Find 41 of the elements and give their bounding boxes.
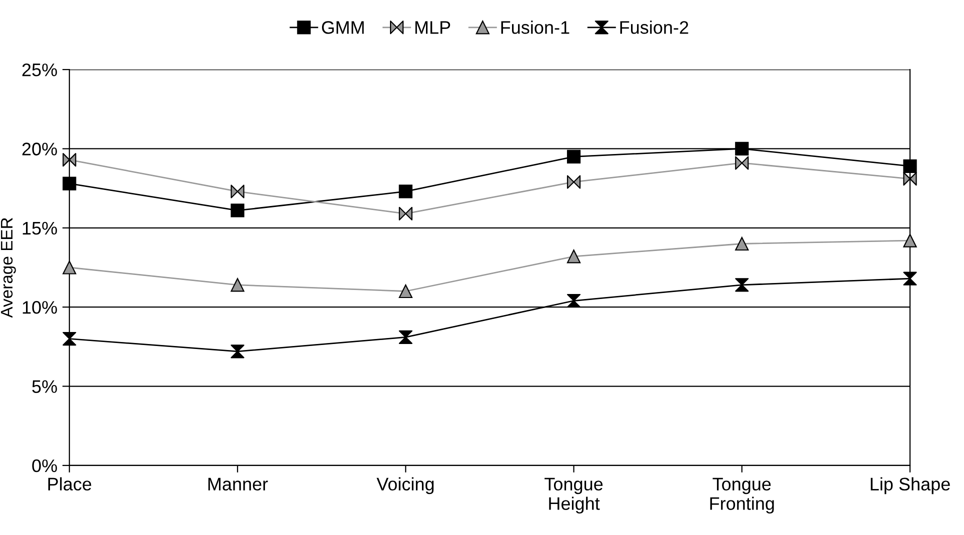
legend-label: MLP (415, 21, 450, 34)
point (230, 204, 244, 218)
point (62, 260, 76, 274)
point (398, 206, 412, 220)
y-tick-label: 5% (32, 380, 57, 393)
point (62, 332, 76, 346)
legend-label: Fusion-2 (620, 20, 688, 34)
point (735, 236, 749, 251)
point (735, 156, 749, 170)
point (62, 176, 76, 190)
x-tick-label: Tongue Height (544, 478, 603, 514)
point (230, 278, 244, 292)
x-tick-label: Manner (208, 478, 268, 491)
point (62, 153, 76, 167)
y-tick-label: 0% (32, 459, 57, 472)
point (735, 278, 749, 292)
x-tick-label: Tongue Fronting (710, 478, 774, 514)
legend-label: Fusion-1 (501, 20, 570, 34)
y-tick-label: 10% (22, 301, 57, 314)
point (398, 284, 412, 298)
y-axis-title: Average EER (0, 218, 16, 318)
x-tick-label: Lip Shape (870, 477, 950, 494)
legend-label: GMM (322, 21, 364, 34)
x-tick-label: Voicing (376, 477, 434, 494)
y-tick-label: 15% (22, 222, 57, 235)
point (903, 172, 917, 186)
point (903, 159, 917, 173)
point (230, 344, 244, 358)
point (230, 184, 244, 198)
point (398, 184, 412, 198)
point (903, 272, 917, 286)
y-tick-label: 20% (22, 142, 57, 156)
y-tick-label: 25% (22, 63, 57, 76)
point (566, 250, 581, 264)
point (566, 175, 581, 189)
point (566, 150, 581, 164)
point (398, 330, 412, 344)
x-tick-label: Place (48, 477, 92, 491)
point (903, 234, 917, 248)
point (566, 294, 581, 308)
point (735, 142, 749, 156)
